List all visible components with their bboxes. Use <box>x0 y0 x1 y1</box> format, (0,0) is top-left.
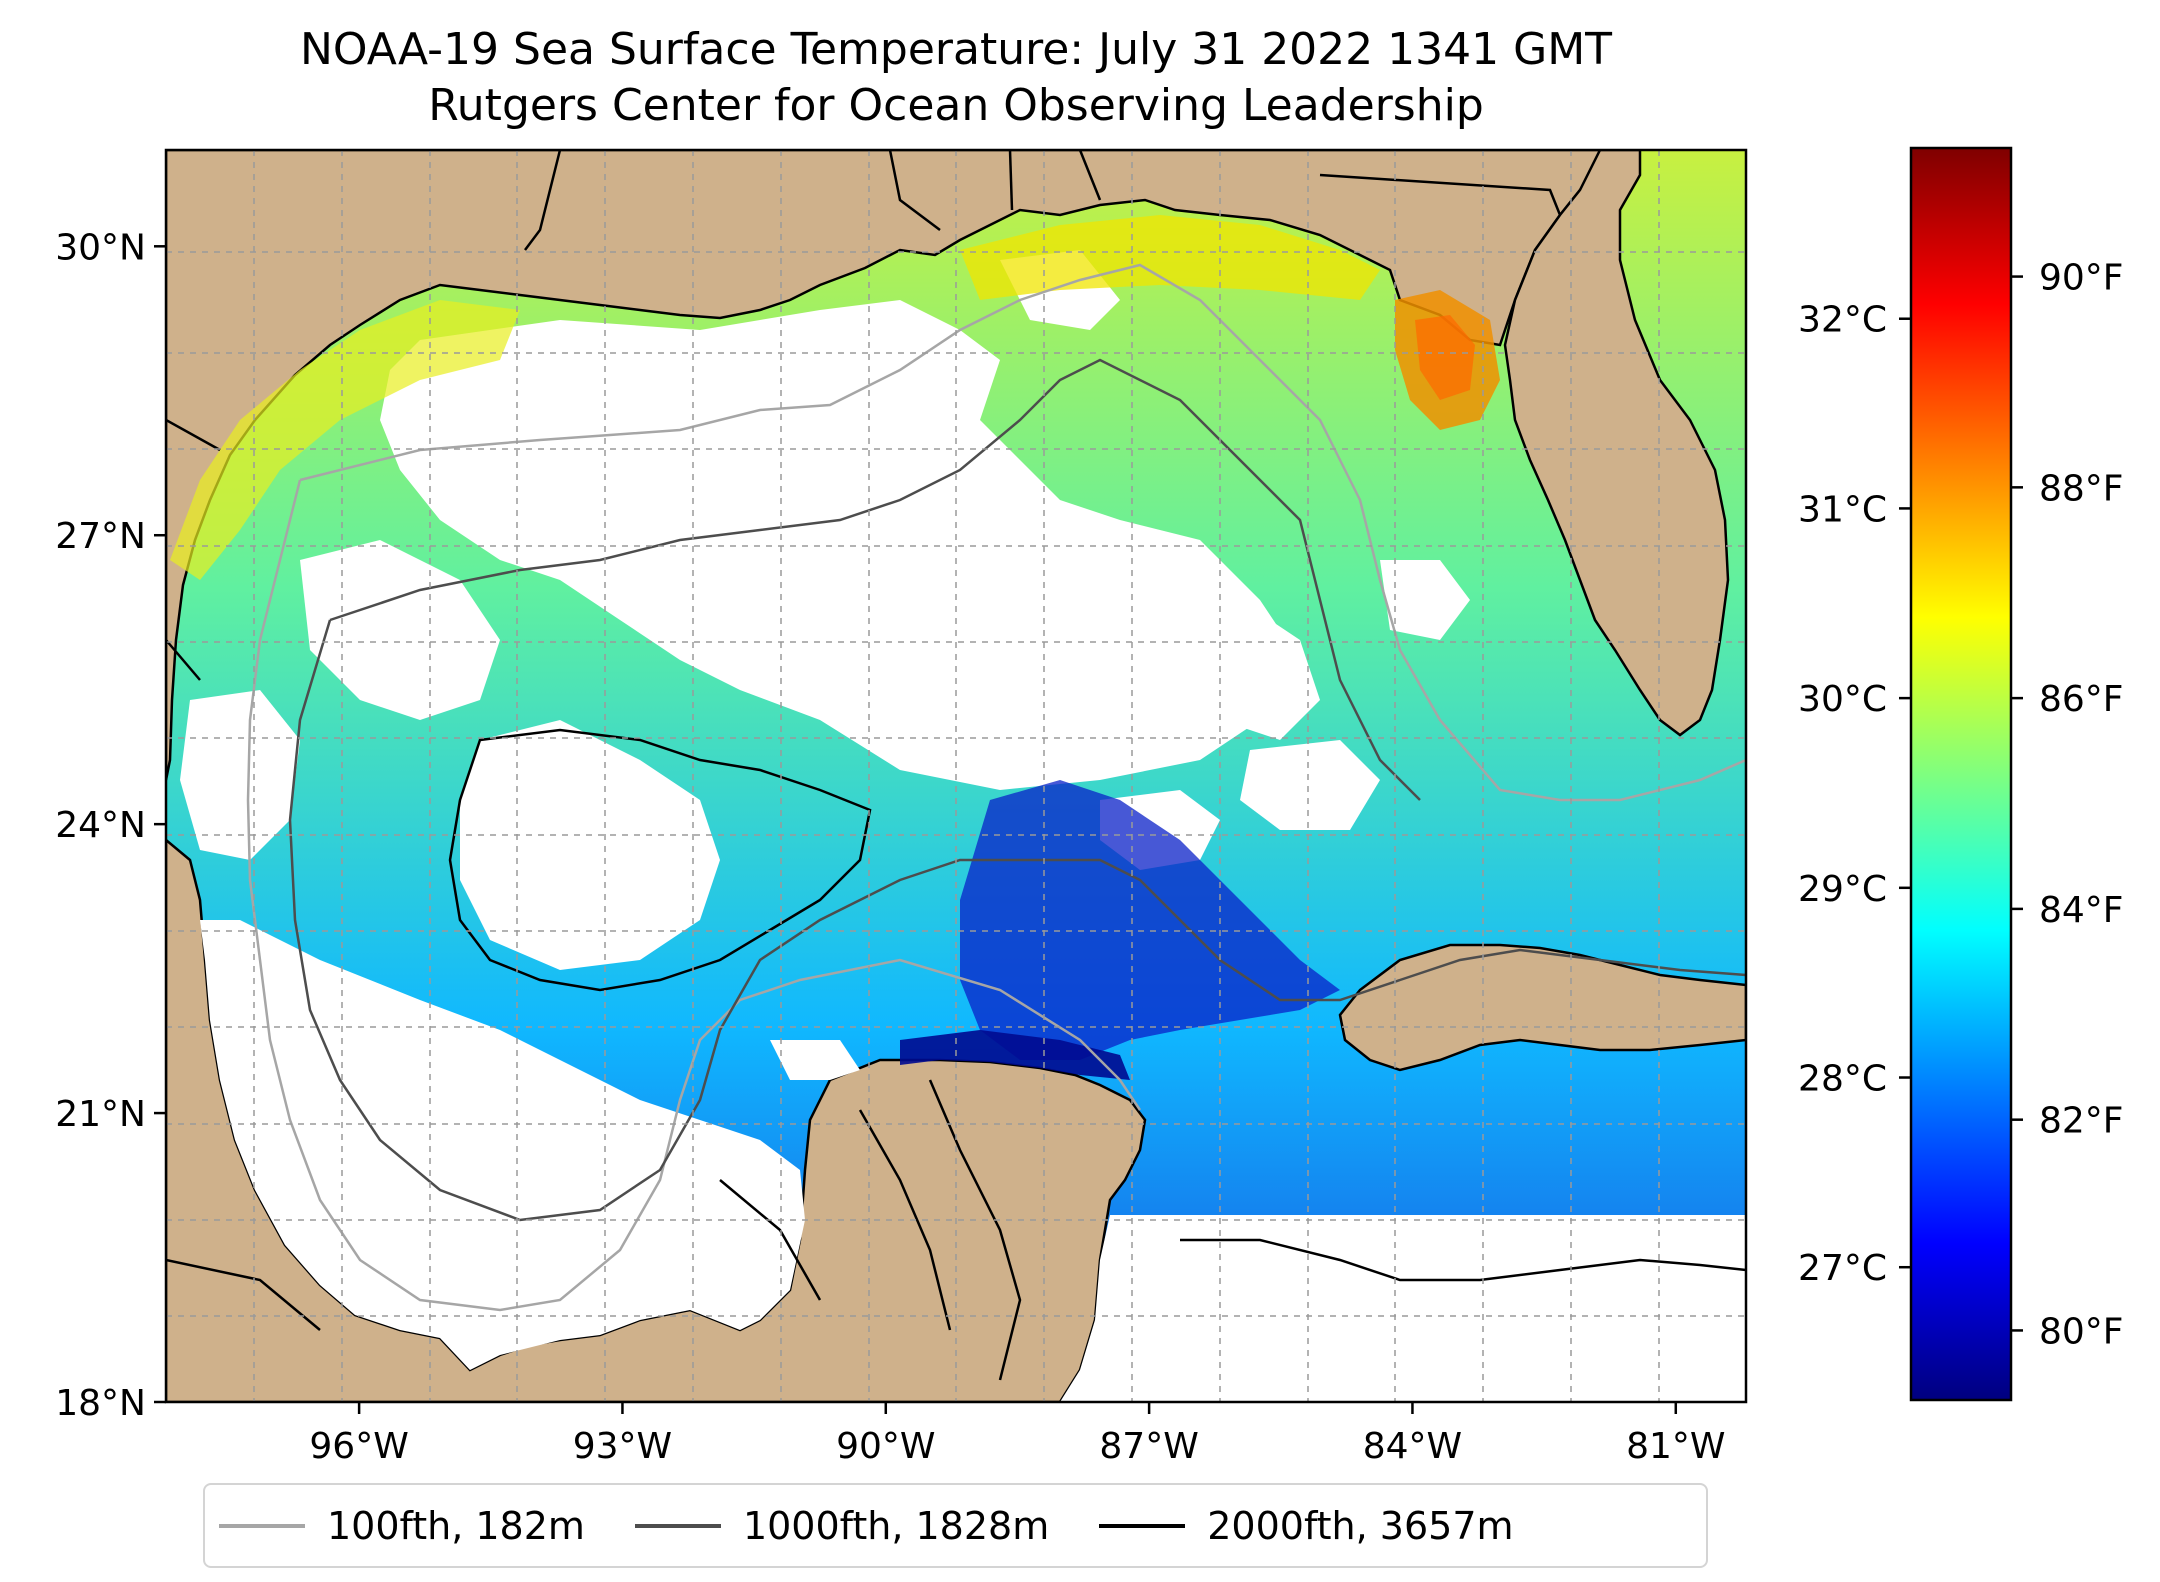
lon-tick-label: 84°W <box>1363 1426 1462 1467</box>
figure-title: NOAA-19 Sea Surface Temperature: July 31… <box>166 22 1746 134</box>
celsius-tick-label: 28°C <box>1798 1059 1887 1100</box>
legend-item: 100fth, 182m <box>219 1504 585 1548</box>
fahrenheit-tick-label: 84°F <box>2039 890 2124 931</box>
fahrenheit-tick-label: 90°F <box>2039 258 2124 299</box>
lon-tick-label: 87°W <box>1099 1426 1198 1467</box>
celsius-tick-label: 29°C <box>1798 869 1887 910</box>
celsius-tick-label: 31°C <box>1798 489 1887 530</box>
contour-legend: 100fth, 182m 1000fth, 1828m 2000fth, 3657m <box>203 1483 1708 1568</box>
map-area <box>166 150 1746 1402</box>
title-line-2: Rutgers Center for Ocean Observing Leade… <box>428 80 1484 131</box>
celsius-tick-label: 27°C <box>1798 1248 1887 1289</box>
lon-tick-label: 93°W <box>573 1426 672 1467</box>
warm-sst-patch-inner <box>1415 315 1475 400</box>
coastal-yellow-band <box>960 215 1380 300</box>
legend-label: 100fth, 182m <box>327 1503 585 1548</box>
colorbar <box>1909 146 2013 1402</box>
lat-tick-label: 18°N <box>55 1383 146 1424</box>
fahrenheit-tick-label: 80°F <box>2039 1311 2124 1352</box>
gridlines <box>166 150 1746 1402</box>
lon-tick-label: 96°W <box>309 1426 408 1467</box>
celsius-tick-label: 30°C <box>1798 679 1887 720</box>
legend-line-swatch <box>634 1523 721 1528</box>
lat-tick-label: 30°N <box>55 227 146 268</box>
celsius-tick-label: 32°C <box>1798 300 1887 341</box>
lat-tick-label: 21°N <box>55 1094 146 1135</box>
legend-label: 1000fth, 1828m <box>742 1503 1050 1548</box>
fahrenheit-tick-label: 88°F <box>2039 468 2124 509</box>
map-frame <box>164 148 1748 1404</box>
legend-line-swatch <box>1099 1523 1186 1528</box>
cloud-mask <box>166 250 1746 1402</box>
fahrenheit-tick-label: 86°F <box>2039 679 2124 720</box>
title-line-1: NOAA-19 Sea Surface Temperature: July 31… <box>299 24 1613 75</box>
legend-item: 2000fth, 3657m <box>1099 1503 1514 1548</box>
lon-tick-label: 90°W <box>836 1426 935 1467</box>
map-axes: 18°N 21°N 24°N 27°N 30°N 96°W 93°W 90°W 87°W 84°W… <box>55 227 1725 1467</box>
land-cuba <box>1338 943 1746 1072</box>
bathymetry-1000fth-contour <box>288 358 1746 1222</box>
bathymetry-100fth-contour <box>246 263 1746 1312</box>
lon-tick-label: 81°W <box>1626 1426 1725 1467</box>
cold-sst-band <box>960 780 1340 1060</box>
lat-tick-label: 24°N <box>55 805 146 846</box>
coldest-sst-patch <box>900 1030 1130 1080</box>
bathymetry-2000fth-contour <box>448 728 1746 1282</box>
political-boundaries <box>166 150 1562 1381</box>
coastal-yellow-band-west <box>170 300 520 580</box>
legend-label: 2000fth, 3657m <box>1207 1503 1514 1548</box>
lat-tick-label: 27°N <box>55 516 146 557</box>
land-florida <box>1503 150 1730 737</box>
legend-item: 1000fth, 1828m <box>634 1503 1050 1548</box>
fahrenheit-tick-label: 82°F <box>2039 1101 2124 1142</box>
legend-line-swatch <box>219 1523 305 1528</box>
colorbar-axes: 27°C 28°C 29°C 30°C 31°C 32°C 80°F 82°F 84°F 86°F… <box>1798 258 2123 1353</box>
